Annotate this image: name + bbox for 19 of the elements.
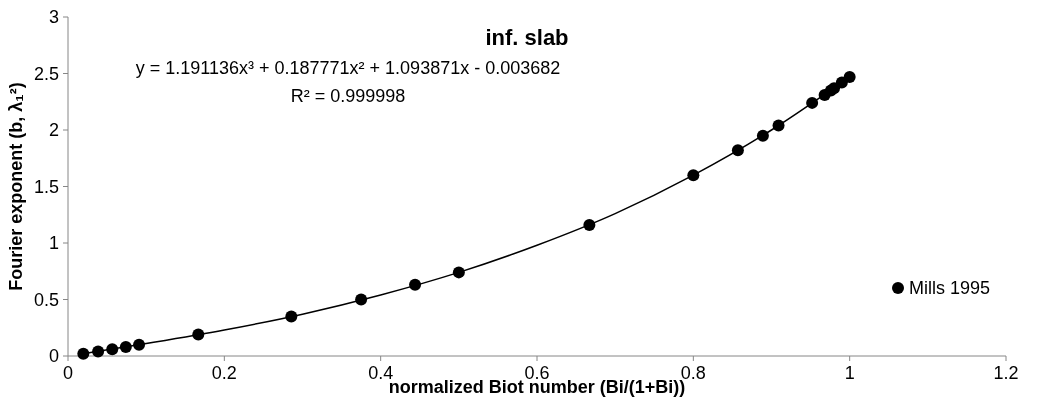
y-tick-label: 3	[48, 7, 59, 27]
y-axis-title: Fourier exponent (b, λ₁²)	[6, 82, 26, 291]
x-tick-label: 0.2	[211, 363, 237, 383]
y-tick-label: 1.5	[33, 176, 59, 197]
y-tick-label: 2.5	[33, 63, 59, 84]
chart-title: inf. slab	[485, 25, 569, 50]
point	[77, 347, 90, 360]
annotation: R² = 0.999998	[290, 86, 406, 106]
y-tick-label: 0	[48, 346, 59, 366]
x-tick-label: 1.2	[993, 363, 1019, 383]
x-tick-label: 1	[844, 363, 855, 383]
legend-label: Mills 1995	[909, 278, 991, 298]
y-tick-label: 2	[48, 120, 59, 140]
y-tick-label: 1	[48, 233, 59, 253]
x-tick-label: 0.4	[368, 363, 394, 383]
annotation: y = 1.191136x³ + 0.187771x² + 1.093871x - 0.003682	[135, 58, 561, 78]
y-tick-label: 0.5	[33, 289, 59, 310]
x-tick-label: 0.6	[524, 363, 550, 383]
x-tick-label: 0	[62, 363, 74, 383]
